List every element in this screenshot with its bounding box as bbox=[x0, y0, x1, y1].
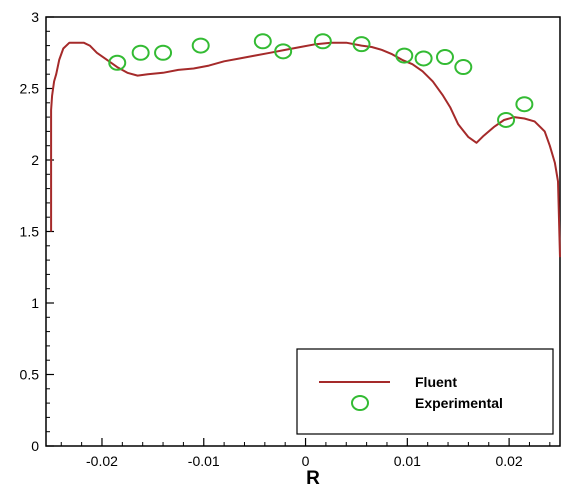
experimental-data-point bbox=[352, 36, 371, 53]
experimental-data-point bbox=[435, 49, 454, 66]
x-axis-label: R bbox=[306, 468, 320, 486]
series-layer bbox=[50, 33, 561, 258]
experimental-data-point bbox=[108, 54, 127, 71]
experimental-data-point bbox=[191, 37, 210, 54]
x-tick-label: -0.01 bbox=[188, 453, 220, 469]
experimental-data-point bbox=[497, 111, 516, 128]
y-tick-label: 1 bbox=[31, 295, 39, 311]
experimental-data-point bbox=[274, 43, 293, 60]
y-tick-label: 2 bbox=[31, 152, 39, 168]
legend-experimental-label: Experimental bbox=[415, 395, 503, 411]
x-tick-label: 0.01 bbox=[394, 453, 421, 469]
experimental-data-point bbox=[454, 59, 473, 76]
experimental-data-point bbox=[131, 44, 150, 61]
x-tick-label: 0 bbox=[302, 453, 310, 469]
legend: Fluent Experimental bbox=[296, 348, 554, 435]
y-tick-label: 1.5 bbox=[20, 224, 40, 240]
y-tick-label: 0 bbox=[31, 438, 39, 454]
experimental-data-point bbox=[414, 50, 433, 67]
experimental-data-point bbox=[154, 44, 173, 61]
legend-experimental-marker bbox=[351, 395, 369, 411]
axis-layer: 0 0.5 1 1.5 2 2.5 3 -0.02 -0.01 0 0.01 0.02 bbox=[20, 9, 551, 469]
legend-box bbox=[296, 348, 554, 435]
experimental-data-point bbox=[395, 47, 414, 64]
legend-fluent-label: Fluent bbox=[415, 374, 457, 390]
x-tick-label: -0.02 bbox=[86, 453, 118, 469]
y-tick-label: 2.5 bbox=[20, 81, 40, 97]
y-tick-label: 0.5 bbox=[20, 367, 40, 383]
fluent-series-line bbox=[50, 41, 561, 258]
experimental-data-point bbox=[253, 33, 272, 50]
experimental-data-point bbox=[313, 33, 332, 50]
y-tick-label: 3 bbox=[31, 9, 39, 25]
x-tick-label: 0.02 bbox=[495, 453, 522, 469]
experimental-data-point bbox=[515, 96, 534, 113]
